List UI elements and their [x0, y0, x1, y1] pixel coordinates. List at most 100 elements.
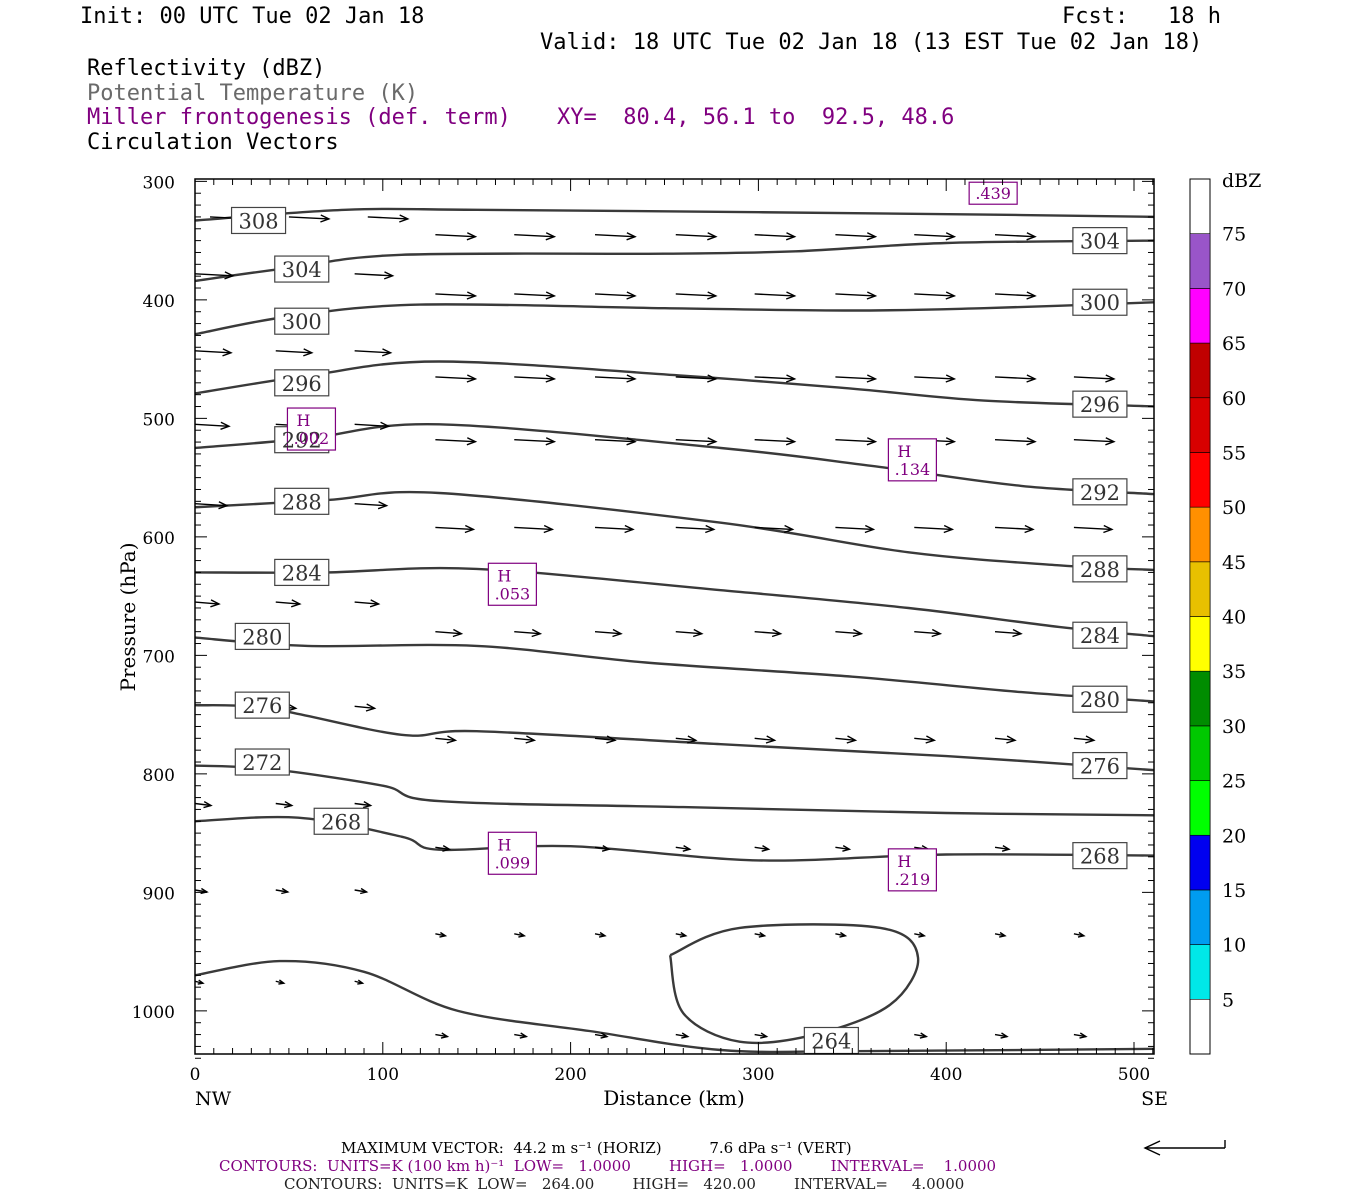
y-tick-label: 800 — [143, 766, 175, 786]
vector-head — [278, 979, 286, 985]
vector-head — [864, 524, 876, 534]
vector-shaft — [994, 1033, 1008, 1038]
vector-shaft — [754, 846, 769, 851]
vector-shaft — [994, 376, 1036, 380]
vector-shaft — [675, 630, 702, 635]
vector-arrow — [354, 979, 365, 985]
vector-shaft — [675, 846, 690, 851]
y-tick-label: 500 — [143, 410, 175, 430]
vector-head — [679, 931, 688, 938]
vector-shaft — [435, 293, 476, 297]
vector-arrow — [288, 214, 331, 223]
vector-shaft — [435, 526, 474, 531]
fronto-high-marker: H — [497, 566, 511, 585]
y-axis-label: Pressure (hPa) — [116, 543, 140, 692]
vector-head — [1077, 931, 1086, 938]
vector-shaft — [195, 502, 228, 507]
vector-arrow — [914, 374, 957, 383]
vector-arrow — [435, 931, 448, 938]
vector-head — [320, 214, 331, 223]
vector-head — [303, 348, 314, 357]
vector-head — [783, 524, 795, 534]
vector-arrow — [195, 800, 213, 809]
vector-head — [442, 844, 452, 852]
vector-shaft — [675, 526, 714, 531]
init-time: Init: 00 UTC Tue 02 Jan 18 — [80, 4, 425, 29]
vector-arrow — [1073, 735, 1096, 744]
vector-head — [692, 628, 704, 638]
vector-shaft — [835, 737, 856, 742]
theta-label-box — [1072, 555, 1128, 583]
vector-shaft — [594, 293, 636, 297]
vector-shaft — [514, 526, 553, 531]
fronto-high-marker: H — [897, 852, 911, 871]
forecast-hour: Fcst: 18 h — [1062, 4, 1221, 29]
vector-head — [379, 421, 391, 430]
theta-label-box — [1072, 621, 1128, 649]
vector-shaft — [514, 737, 535, 742]
colorbar-label: 50 — [1222, 497, 1246, 519]
vector-arrow — [435, 232, 478, 241]
frontogenesis-maxima — [286, 181, 1018, 892]
colorbar-title: dBZ — [1222, 170, 1261, 192]
theta-label-box — [274, 369, 330, 397]
vector-arrow — [354, 599, 381, 608]
vector-shaft — [594, 376, 636, 380]
vector-shaft — [914, 233, 955, 238]
theta-label-288: 288 — [1080, 558, 1120, 582]
theta-label-296: 296 — [282, 372, 322, 396]
vector-head — [866, 374, 878, 383]
vector-head — [925, 735, 937, 744]
vector-head — [626, 291, 637, 300]
vector-arrow — [994, 374, 1037, 383]
vector-arrow — [675, 524, 716, 534]
cross-section-endpoints: XY= 80.4, 56.1 to 92.5, 48.6 — [557, 105, 955, 130]
vector-head — [284, 800, 294, 809]
field-frontogenesis: Miller frontogenesis (def. term) — [87, 105, 511, 130]
vector-head — [600, 1032, 609, 1039]
vector-head — [707, 374, 718, 383]
vector-arrow — [435, 1032, 450, 1039]
reference-vector-head — [1143, 1140, 1161, 1156]
vector-arrow — [195, 348, 233, 357]
vector-arrow — [1073, 1032, 1088, 1039]
vector-head — [519, 1032, 529, 1039]
y-tick-label: 900 — [143, 884, 175, 904]
vector-arrow — [367, 214, 410, 223]
vector-head — [1006, 735, 1017, 744]
vector-arrow — [1073, 524, 1114, 534]
vector-arrow — [514, 628, 543, 638]
theta-label-296: 296 — [1080, 393, 1120, 417]
vector-head — [383, 271, 395, 280]
vector-head — [601, 844, 611, 852]
vector-shaft — [1073, 376, 1114, 380]
vector-head — [866, 291, 878, 300]
vector-shaft — [675, 737, 696, 742]
fronto-box — [968, 181, 1018, 205]
vector-head — [1026, 437, 1037, 446]
theta-label-box — [1072, 227, 1128, 255]
vector-shaft — [914, 376, 955, 380]
vector-shaft — [195, 802, 212, 807]
vector-arrow — [354, 348, 393, 357]
vector-arrow — [675, 437, 718, 446]
vector-arrow — [195, 421, 231, 430]
vector-shaft — [754, 630, 781, 635]
colorbar-swatch — [1189, 889, 1211, 945]
vector-head — [866, 437, 878, 446]
vector-head — [1001, 845, 1011, 852]
vector-head — [785, 291, 797, 300]
colorbar-swatch — [1189, 288, 1211, 344]
vector-shaft — [994, 439, 1036, 443]
colorbar-swatch — [1189, 616, 1211, 672]
vector-head — [931, 628, 943, 638]
x-tick-label: 0 — [190, 1065, 201, 1085]
vector-arrow — [914, 232, 957, 241]
fronto-box — [487, 831, 537, 875]
theta-label-284: 284 — [1080, 624, 1120, 648]
x-tick-label: 200 — [554, 1065, 586, 1085]
vector-head — [626, 437, 637, 446]
vector-head — [842, 844, 852, 852]
vector-shaft — [994, 233, 1036, 238]
